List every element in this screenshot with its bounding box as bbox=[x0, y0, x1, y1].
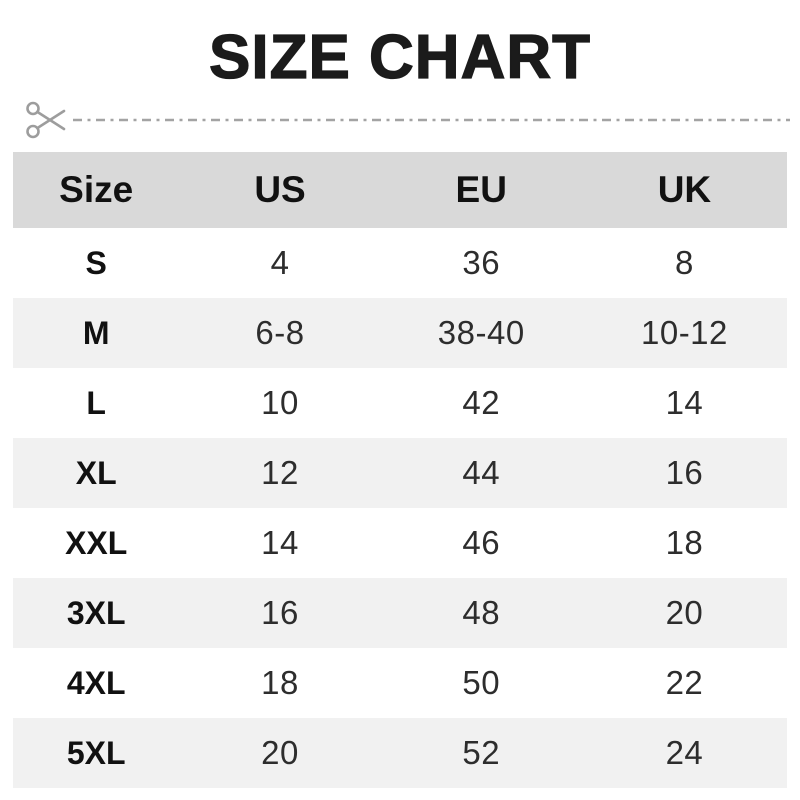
us-cell: 12 bbox=[261, 454, 299, 491]
uk-cell: 10-12 bbox=[640, 314, 728, 351]
size-cell: 3XL bbox=[66, 594, 126, 631]
size-cell: M bbox=[82, 314, 110, 351]
us-cell: 14 bbox=[261, 524, 299, 561]
eu-cell: 52 bbox=[462, 734, 501, 771]
cut-line-row bbox=[0, 98, 800, 142]
uk-cell: 22 bbox=[665, 664, 704, 701]
uk-cell: 16 bbox=[665, 454, 704, 491]
cut-line-graphic bbox=[26, 101, 790, 139]
table-row: M 6-8 38-40 10-12 bbox=[13, 298, 787, 368]
eu-cell: 46 bbox=[462, 524, 501, 561]
scissors-icon bbox=[26, 101, 66, 139]
column-header-us: US bbox=[254, 169, 306, 210]
size-chart-table: Size US EU UK S 4 36 8 M 6-8 38-40 10-12… bbox=[13, 152, 787, 788]
uk-cell: 14 bbox=[665, 384, 704, 421]
size-cell: 5XL bbox=[66, 734, 126, 771]
eu-cell: 48 bbox=[462, 594, 501, 631]
column-header-eu: EU bbox=[455, 169, 507, 210]
column-header-size: Size bbox=[59, 169, 134, 210]
eu-cell: 36 bbox=[462, 244, 501, 281]
table-body: S 4 36 8 M 6-8 38-40 10-12 L 10 42 14 XL… bbox=[13, 228, 787, 788]
us-cell: 16 bbox=[261, 594, 299, 631]
table-row: XXL 14 46 18 bbox=[13, 508, 787, 578]
us-cell: 18 bbox=[261, 664, 299, 701]
us-cell: 4 bbox=[270, 244, 290, 281]
eu-cell: 50 bbox=[462, 664, 501, 701]
eu-cell: 38-40 bbox=[437, 314, 525, 351]
us-cell: 20 bbox=[261, 734, 299, 771]
size-cell: XL bbox=[75, 454, 117, 491]
size-cell: XXL bbox=[65, 524, 128, 561]
eu-cell: 42 bbox=[462, 384, 501, 421]
table-row: L 10 42 14 bbox=[13, 368, 787, 438]
size-cell: S bbox=[85, 244, 107, 281]
header-row: Size US EU UK bbox=[13, 152, 787, 228]
table-row: S 4 36 8 bbox=[13, 228, 787, 298]
table-row: 4XL 18 50 22 bbox=[13, 648, 787, 718]
size-cell: 4XL bbox=[66, 664, 126, 701]
page-title: SIZE CHART bbox=[208, 23, 591, 92]
column-header-uk: UK bbox=[657, 169, 712, 210]
us-cell: 6-8 bbox=[255, 314, 305, 351]
table-header: Size US EU UK bbox=[13, 152, 787, 228]
table-row: XL 12 44 16 bbox=[13, 438, 787, 508]
uk-cell: 24 bbox=[665, 734, 704, 771]
table-row: 5XL 20 52 24 bbox=[13, 718, 787, 788]
table-row: 3XL 16 48 20 bbox=[13, 578, 787, 648]
size-chart-page: SIZE CHART Size US EU UK S bbox=[0, 23, 800, 800]
size-cell: L bbox=[86, 384, 106, 421]
us-cell: 10 bbox=[261, 384, 299, 421]
uk-cell: 18 bbox=[665, 524, 704, 561]
uk-cell: 20 bbox=[665, 594, 704, 631]
eu-cell: 44 bbox=[462, 454, 501, 491]
uk-cell: 8 bbox=[675, 244, 694, 281]
